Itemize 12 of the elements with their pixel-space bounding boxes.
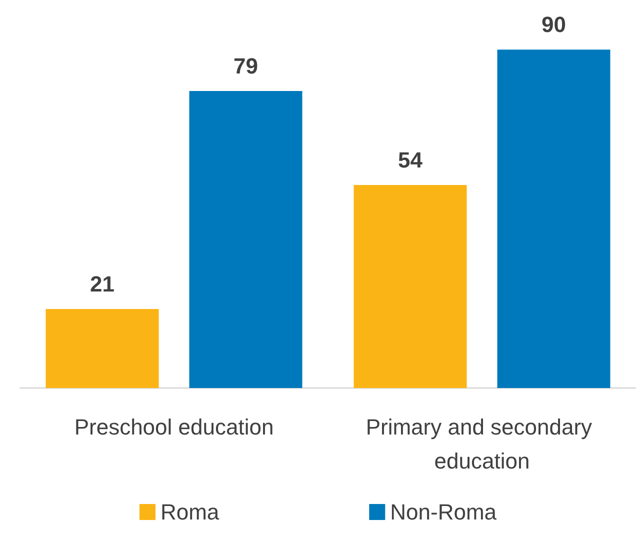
data-label: 79	[234, 53, 258, 78]
legend-label: Non-Roma	[390, 500, 498, 524]
bar	[497, 50, 610, 388]
bar	[354, 184, 467, 388]
bar	[189, 90, 302, 388]
x-tick-label: Preschool education	[74, 414, 274, 440]
data-label: 21	[90, 272, 114, 297]
bar	[46, 309, 159, 388]
legend-label: Roma	[160, 500, 220, 524]
x-tick-label: Primary and secondary education	[366, 414, 598, 474]
data-label: 54	[398, 147, 424, 172]
data-label: 90	[542, 12, 566, 38]
